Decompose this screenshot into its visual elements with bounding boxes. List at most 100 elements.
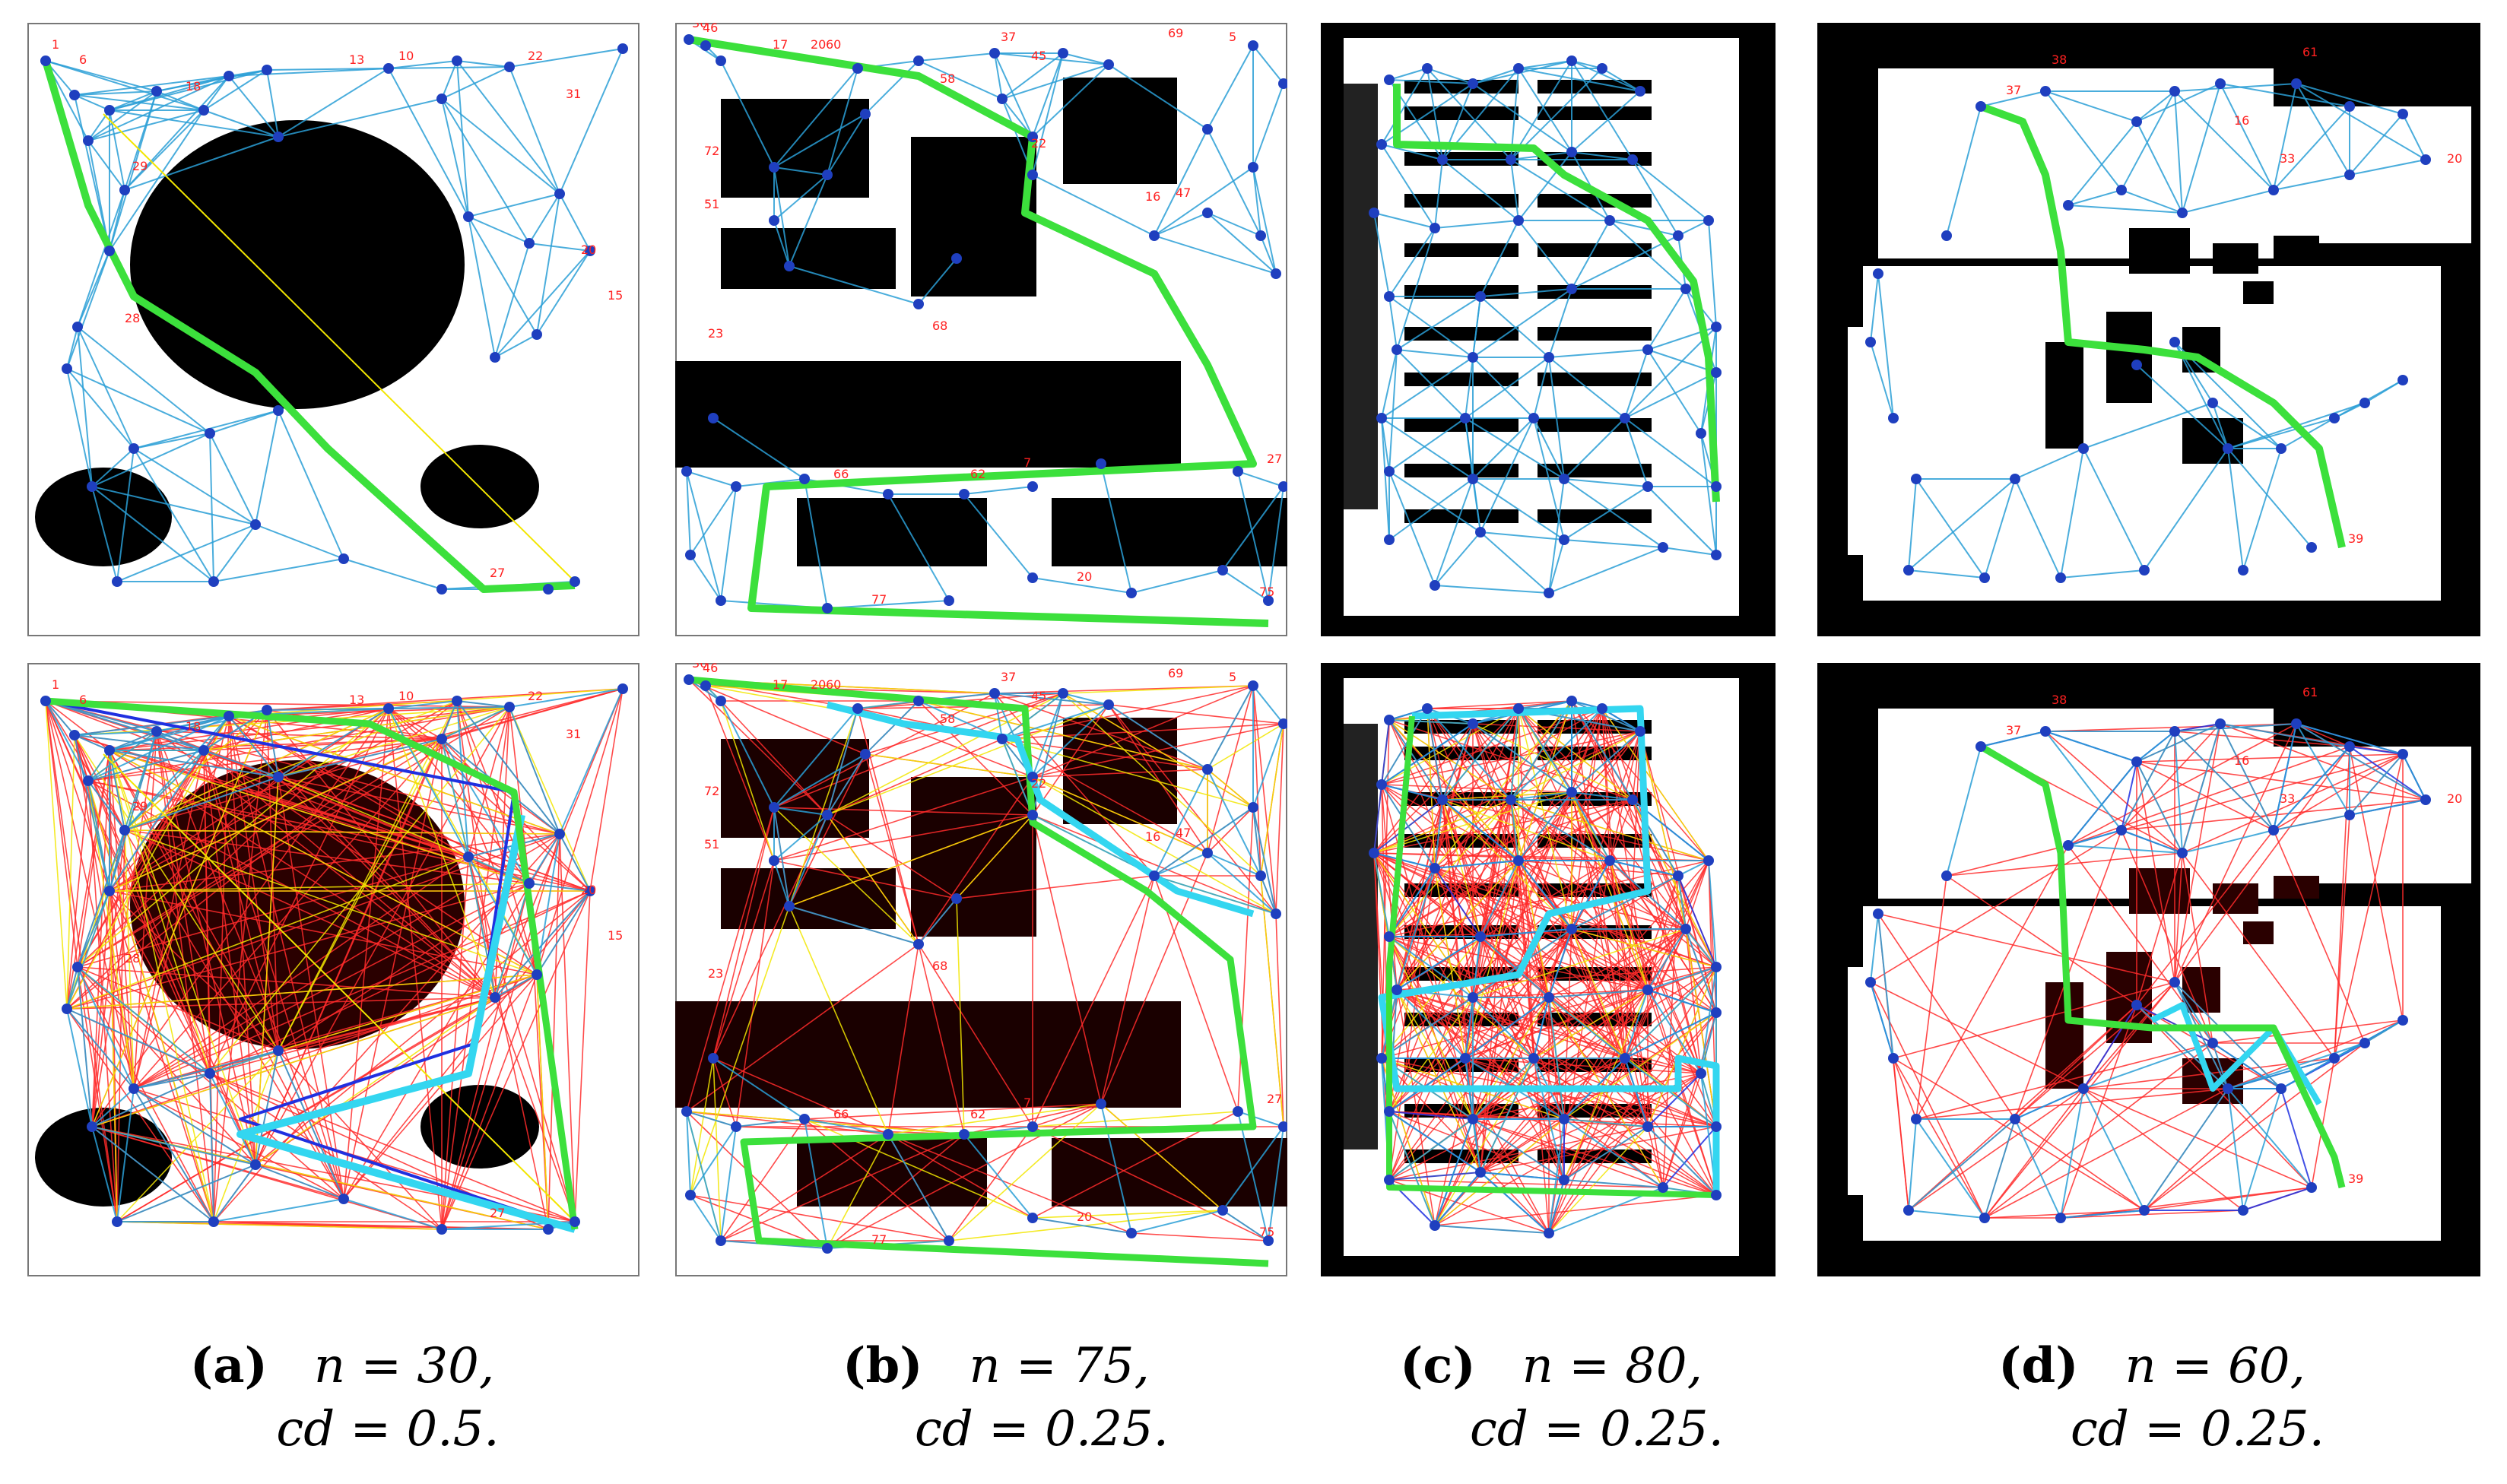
roadmap-edge (116, 448, 135, 582)
roadmap-edge (1001, 64, 1109, 100)
edge-red (1548, 928, 1687, 1234)
free-space (1878, 68, 2274, 258)
roadmap-node (69, 90, 80, 100)
node-label: 15 (608, 928, 623, 943)
edge-red (1434, 1073, 1702, 1226)
node-label: 47 (1176, 186, 1191, 200)
roadmap-node (1202, 764, 1213, 775)
roadmap-edge (1381, 784, 1443, 801)
roadmap-edge (1700, 433, 1717, 556)
roadmap-edge (1373, 852, 1390, 937)
roadmap-node (2177, 208, 2188, 218)
edge-red (773, 860, 957, 899)
edge-red (574, 890, 591, 1222)
obstacle-rect (2045, 342, 2083, 449)
roadmap-edge (1032, 577, 1132, 594)
roadmap-edge (918, 52, 995, 62)
roadmap-edge (2182, 829, 2274, 854)
roadmap-edge (1062, 693, 1109, 706)
roadmap-edge (1207, 212, 1261, 236)
roadmap-edge (1434, 1225, 1550, 1234)
roadmap-edge (1442, 723, 1474, 801)
roadmap-edge (1388, 719, 1474, 725)
roadmap-edge (720, 1126, 737, 1241)
roadmap-node (685, 550, 696, 560)
roadmap-node (959, 1129, 969, 1140)
obstacle-rect (2243, 281, 2274, 304)
roadmap-edge (2174, 90, 2183, 214)
roadmap-edge (1563, 417, 1626, 480)
edge-yellow (109, 883, 530, 892)
roadmap-edge (1548, 1118, 1565, 1234)
node-label: 17 (773, 677, 788, 692)
roadmap-node (1642, 1121, 1653, 1132)
roadmap-node (1711, 481, 1722, 492)
edge-red (712, 1058, 889, 1135)
edge-red (1571, 791, 1702, 1074)
roadmap-node (799, 474, 810, 484)
edge-yellow (1032, 1111, 1239, 1127)
edge-red (2220, 723, 2426, 801)
roadmap-edge (87, 750, 205, 782)
node-label: 20 (581, 883, 596, 897)
roadmap-edge (1108, 704, 1208, 770)
edge-red (1908, 1088, 2084, 1211)
roadmap-edge (74, 734, 110, 751)
edge-red (2174, 723, 2221, 983)
edge-red (1373, 799, 1633, 854)
panel-b-top: 36 46 37 69 5 17 20 60 58 45 22 72 51 16 47 23 68 27 66 62 7… (675, 23, 1287, 636)
edge-red (789, 753, 866, 907)
edge-red (87, 706, 510, 782)
roadmap-edge (74, 94, 110, 252)
roadmap-edge (509, 706, 560, 835)
edge-red (66, 883, 530, 1010)
edge-red (77, 966, 118, 1222)
roadmap-edge (1207, 212, 1277, 274)
edge-red (66, 833, 560, 1010)
edge-red (1647, 1126, 1664, 1188)
edge-red (827, 1103, 1102, 1249)
edge-red (712, 860, 775, 1059)
roadmap-edge (1908, 569, 1985, 579)
roadmap-edge (887, 493, 950, 601)
roadmap-node (1475, 291, 1486, 302)
edge-red (2174, 723, 2297, 983)
edge-red (1510, 799, 1687, 930)
edge-red (1465, 1058, 1649, 1127)
roadmap-edge (1662, 547, 1717, 556)
roadmap-edge (2060, 1210, 2145, 1219)
roadmap-edge (494, 243, 530, 358)
edge-yellow (228, 688, 624, 717)
roadmap-node (1703, 215, 1714, 226)
roadmap-edge (773, 807, 828, 816)
node-label: 20 (2447, 151, 2462, 166)
edge-yellow (91, 709, 268, 1127)
roadmap-edge (124, 109, 205, 191)
roadmap-node (1559, 1175, 1569, 1185)
roadmap-edge (2083, 1042, 2213, 1089)
edge-red (1563, 1058, 1626, 1181)
roadmap-edge (1396, 867, 1436, 991)
edge-yellow (509, 706, 591, 892)
roadmap-edge (66, 1008, 211, 1074)
roadmap-edge (91, 486, 118, 582)
node-label: 22 (528, 49, 543, 63)
roadmap-edge (2174, 341, 2229, 449)
edge-yellow (1609, 860, 1649, 991)
edge-blue (1381, 719, 1390, 785)
roadmap-edge (1571, 875, 1679, 930)
node-label: 77 (871, 1232, 887, 1247)
roadmap-edge (255, 524, 344, 560)
roadmap-edge (1442, 708, 1519, 801)
edge-red (109, 890, 538, 975)
roadmap-edge (1426, 708, 1443, 801)
roadmap-node (208, 576, 219, 587)
edge-red (209, 997, 496, 1074)
obstacle-shelf (1404, 327, 1518, 341)
roadmap-edge (2349, 159, 2426, 176)
edge-red (133, 883, 530, 1089)
roadmap-edge (456, 700, 469, 858)
roadmap-edge (2296, 723, 2404, 755)
roadmap-node (1248, 680, 1258, 691)
roadmap-node (1384, 1106, 1395, 1117)
